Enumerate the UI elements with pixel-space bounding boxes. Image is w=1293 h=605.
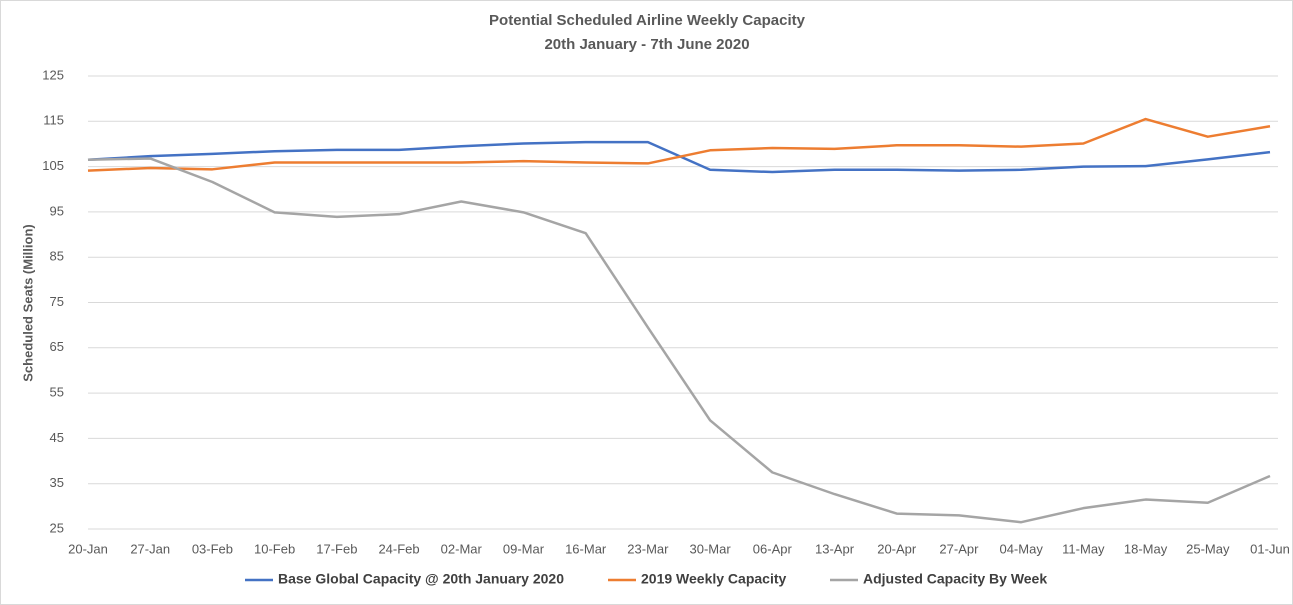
- legend-label: 2019 Weekly Capacity: [641, 571, 786, 587]
- y-tick-label: 55: [50, 385, 64, 400]
- y-tick-label: 35: [50, 475, 64, 490]
- x-tick-label: 25-May: [1186, 541, 1230, 556]
- x-tick-label: 03-Feb: [192, 541, 233, 556]
- y-tick-label: 95: [50, 203, 64, 218]
- x-tick-label: 23-Mar: [627, 541, 669, 556]
- x-tick-label: 17-Feb: [316, 541, 357, 556]
- x-tick-label: 27-Jan: [130, 541, 170, 556]
- chart-subtitle: 20th January - 7th June 2020: [544, 36, 749, 53]
- y-tick-label: 125: [42, 67, 64, 82]
- x-tick-label: 20-Jan: [68, 541, 108, 556]
- y-tick-label: 25: [50, 520, 64, 535]
- x-tick-label: 04-May: [999, 541, 1043, 556]
- x-tick-label: 30-Mar: [690, 541, 732, 556]
- x-tick-label: 01-Jun: [1250, 541, 1290, 556]
- x-tick-label: 11-May: [1062, 541, 1105, 556]
- y-tick-label: 85: [50, 249, 64, 264]
- x-tick-label: 24-Feb: [378, 541, 419, 556]
- x-tick-label: 18-May: [1124, 541, 1168, 556]
- y-tick-label: 65: [50, 339, 64, 354]
- data-line: [87, 157, 1271, 524]
- x-tick-label: 02-Mar: [441, 541, 483, 556]
- x-tick-label: 20-Apr: [877, 541, 917, 556]
- x-tick-label: 27-Apr: [939, 541, 979, 556]
- y-tick-label: 115: [43, 113, 64, 128]
- y-tick-label: 75: [50, 294, 64, 309]
- x-tick-label: 09-Mar: [503, 541, 545, 556]
- x-tick-label: 16-Mar: [565, 541, 607, 556]
- x-tick-label: 10-Feb: [254, 541, 295, 556]
- x-tick-label: 13-Apr: [815, 541, 855, 556]
- y-tick-label: 105: [42, 158, 64, 173]
- legend-label: Adjusted Capacity By Week: [863, 571, 1047, 587]
- legend-label: Base Global Capacity @ 20th January 2020: [278, 571, 564, 587]
- y-axis-title: Scheduled Seats (Million): [20, 224, 35, 381]
- y-tick-label: 45: [50, 430, 64, 445]
- chart-title: Potential Scheduled Airline Weekly Capac…: [489, 12, 806, 29]
- x-tick-label: 06-Apr: [753, 541, 793, 556]
- data-line: [87, 117, 1271, 172]
